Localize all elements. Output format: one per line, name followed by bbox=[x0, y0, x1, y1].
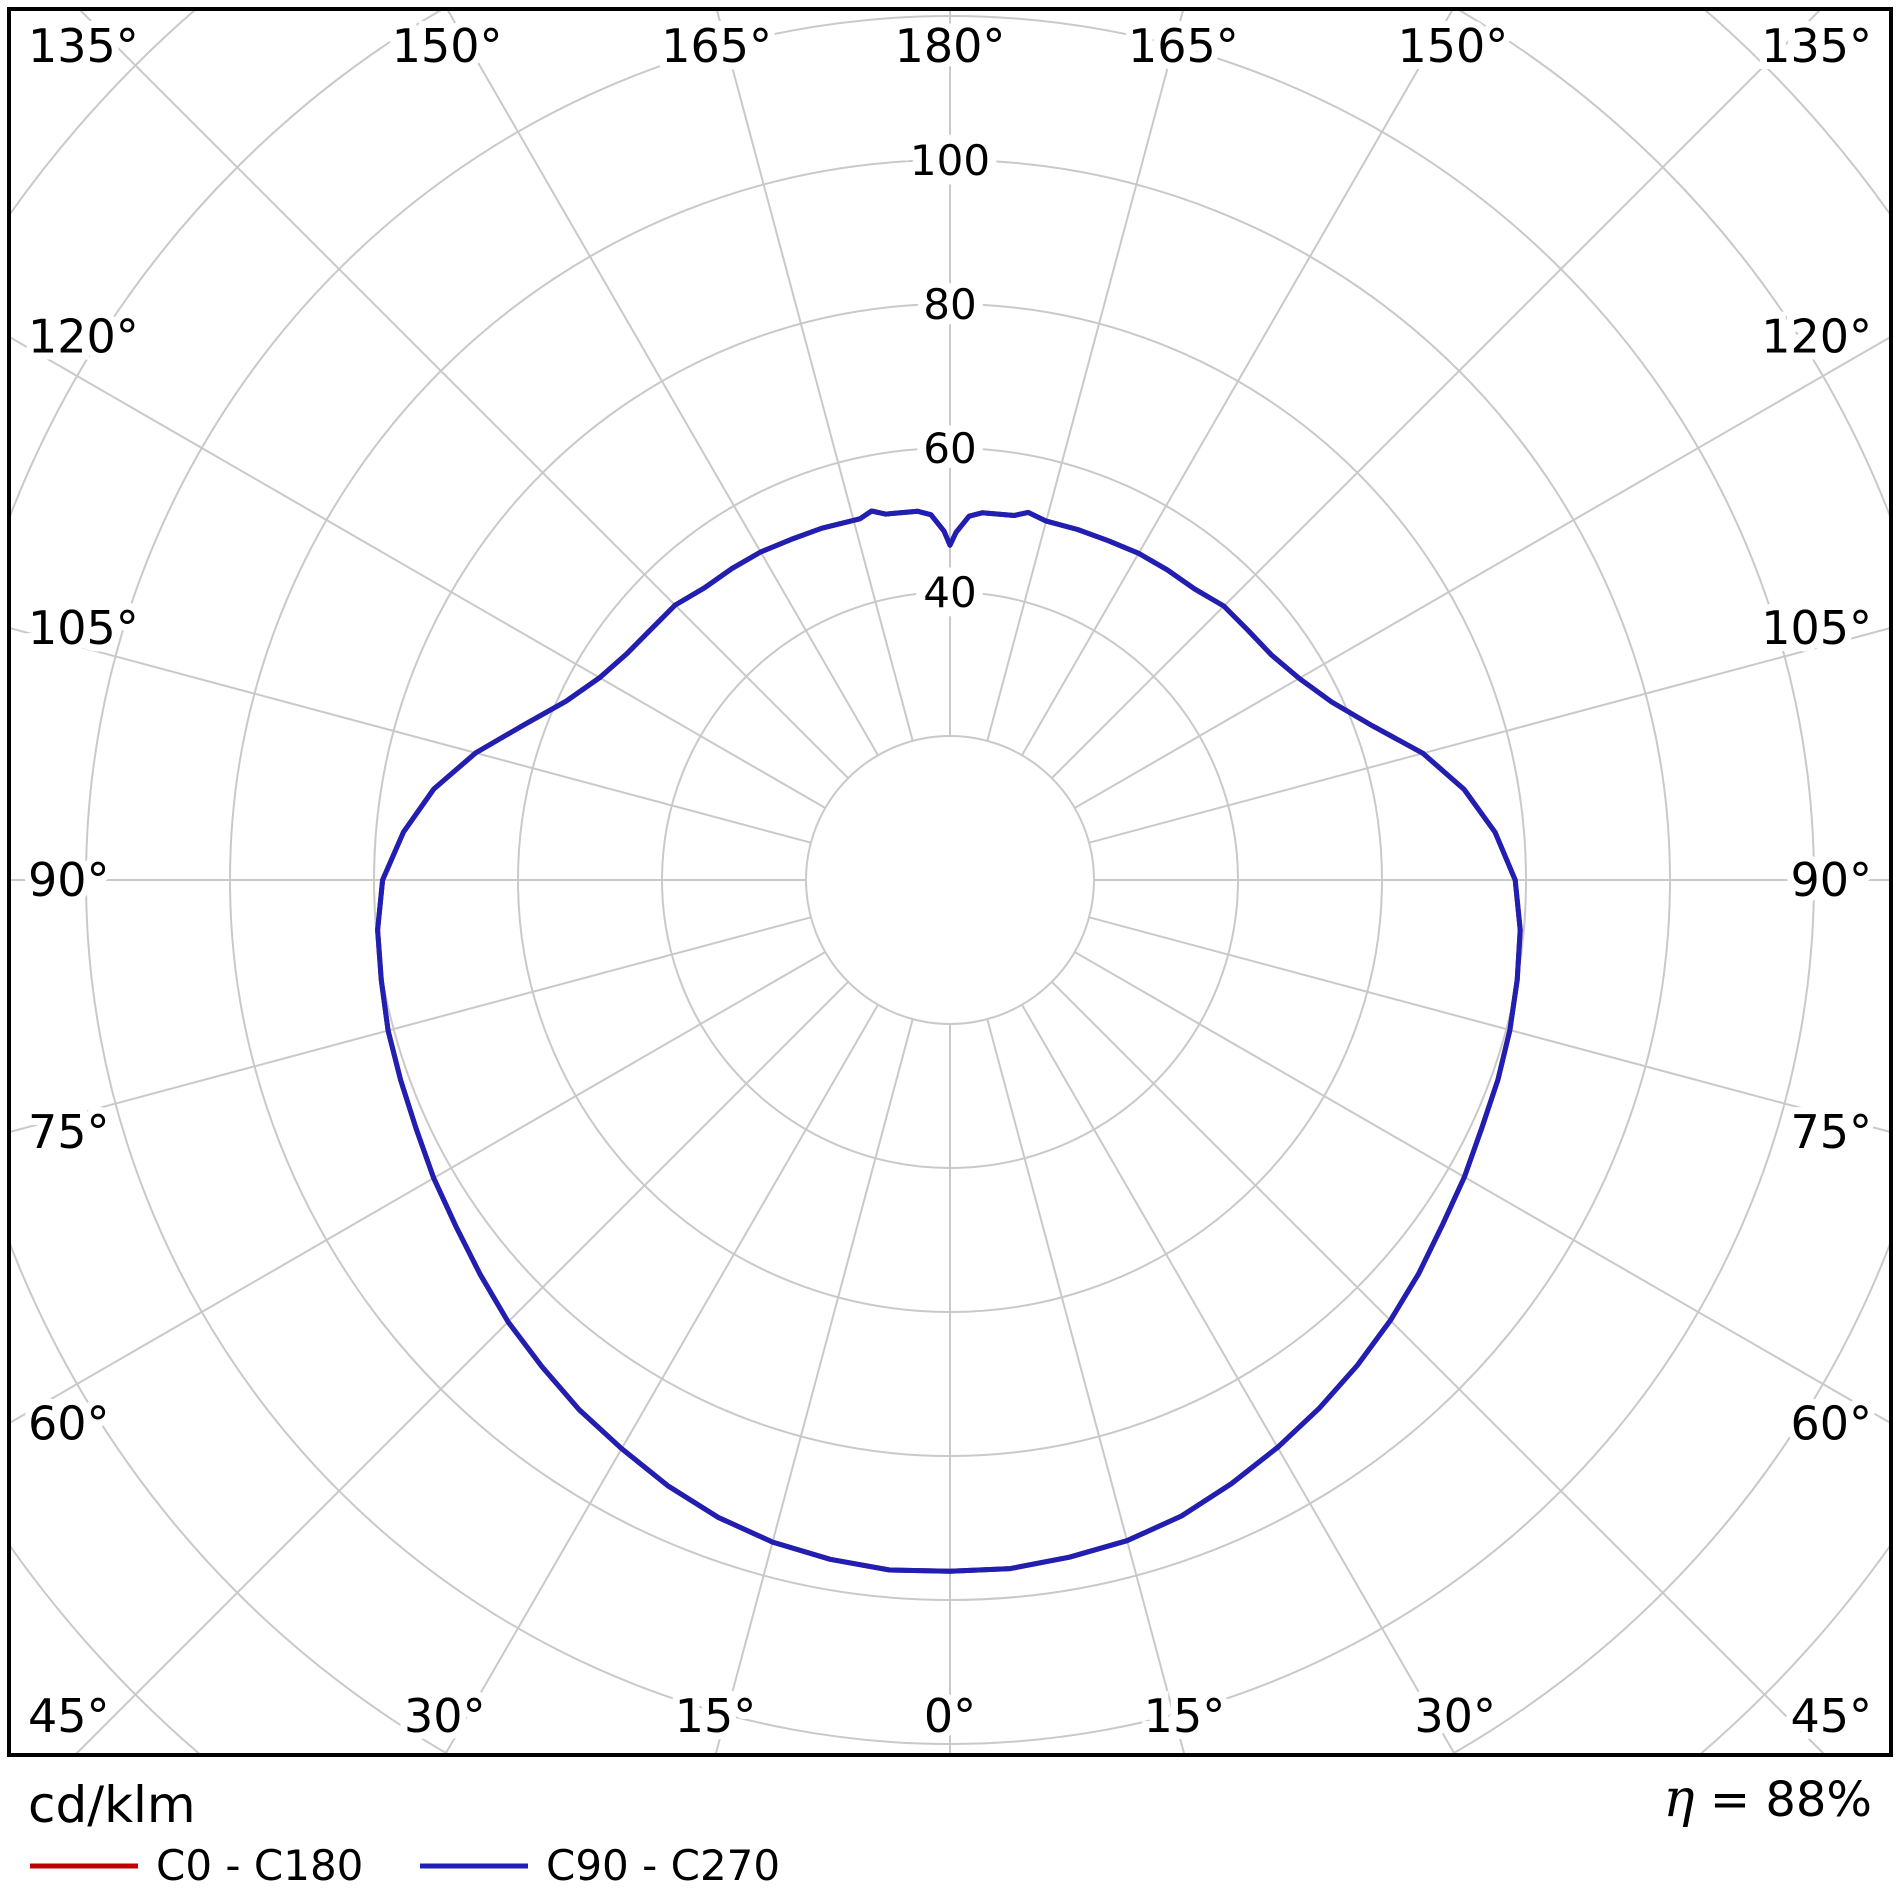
ring-label-40: 40 bbox=[923, 568, 976, 617]
curve-c90-c270 bbox=[375, 508, 1523, 1574]
angle-labels: 0° 15° 15° 30° 30° 45° 45° 60° 60° 75° 75° 90° 90° 10… bbox=[21, 12, 1879, 1750]
grid-radial-line bbox=[9, 951, 826, 1425]
angle-label-30-left: 30° bbox=[404, 1689, 486, 1743]
angle-label-15-right: 15° bbox=[1144, 1689, 1226, 1743]
angle-label-60-left: 60° bbox=[28, 1396, 110, 1450]
grid-radial-line bbox=[1051, 9, 1822, 779]
angle-label-120-right: 120° bbox=[1761, 310, 1872, 364]
angle-label-105-left: 105° bbox=[28, 601, 139, 655]
grid-radial-line bbox=[986, 9, 1185, 742]
grid-radial-line bbox=[1088, 626, 1891, 844]
angle-label-45-left: 45° bbox=[28, 1689, 110, 1743]
ring-labels: 40 60 80 100 bbox=[901, 127, 999, 626]
angle-label-105-right: 105° bbox=[1761, 601, 1872, 655]
grid-radial-line bbox=[1051, 981, 1826, 1755]
angle-label-15-left: 15° bbox=[675, 1689, 757, 1743]
efficiency-label: η = 88% bbox=[1663, 1769, 1872, 1829]
angle-label-165-left: 165° bbox=[661, 19, 772, 73]
grid-radial-line bbox=[1021, 9, 1454, 756]
ring-label-100: 100 bbox=[910, 136, 990, 185]
angle-label-0-right: 0° bbox=[924, 1689, 976, 1743]
grid-radial-line bbox=[9, 626, 812, 844]
grid-radial-line bbox=[443, 1004, 879, 1755]
angle-label-75-right: 75° bbox=[1790, 1105, 1872, 1159]
ring-label-80: 80 bbox=[923, 280, 976, 329]
angle-label-120-left: 120° bbox=[28, 310, 139, 364]
grid-radial-line bbox=[714, 1018, 914, 1755]
angle-label-60-right: 60° bbox=[1790, 1396, 1872, 1450]
units-label: cd/klm bbox=[28, 1776, 196, 1834]
plot-border bbox=[7, 7, 1893, 1757]
grid-radial-line bbox=[715, 9, 914, 742]
angle-label-90-left: 90° bbox=[28, 853, 110, 907]
angle-label-90-right: 90° bbox=[1790, 853, 1872, 907]
angle-label-165-right: 165° bbox=[1128, 19, 1239, 73]
grid-radial-line bbox=[9, 916, 812, 1134]
intensity-curves bbox=[375, 508, 1523, 1574]
legend-label-c90-c270: C90 - C270 bbox=[546, 1841, 780, 1890]
grid-radial-line bbox=[1021, 1004, 1457, 1755]
eta-symbol: η bbox=[1663, 1769, 1694, 1829]
angle-label-75-left: 75° bbox=[28, 1105, 110, 1159]
angle-label-135-right: 135° bbox=[1761, 19, 1872, 73]
ring-label-60: 60 bbox=[923, 424, 976, 473]
angle-label-30-right: 30° bbox=[1414, 1689, 1496, 1743]
grid-radial-line bbox=[1088, 916, 1891, 1134]
eta-value: = 88% bbox=[1695, 1772, 1872, 1828]
grid-radial-line bbox=[1074, 951, 1891, 1425]
grid-radial-line bbox=[9, 335, 826, 809]
angle-label-150-left: 150° bbox=[392, 19, 503, 73]
grid-radial-line bbox=[1074, 335, 1891, 809]
grid-radial-line bbox=[986, 1018, 1186, 1755]
grid-radial-line bbox=[78, 9, 849, 779]
angle-label-135-left: 135° bbox=[28, 19, 139, 73]
grid-radial-line bbox=[74, 981, 849, 1755]
legend-label-c0-c180: C0 - C180 bbox=[156, 1841, 363, 1890]
grid-radial-line bbox=[446, 9, 879, 756]
angle-label-180-right: 180° bbox=[895, 19, 1006, 73]
angle-label-45-right: 45° bbox=[1790, 1689, 1872, 1743]
angle-label-150-right: 150° bbox=[1397, 19, 1508, 73]
